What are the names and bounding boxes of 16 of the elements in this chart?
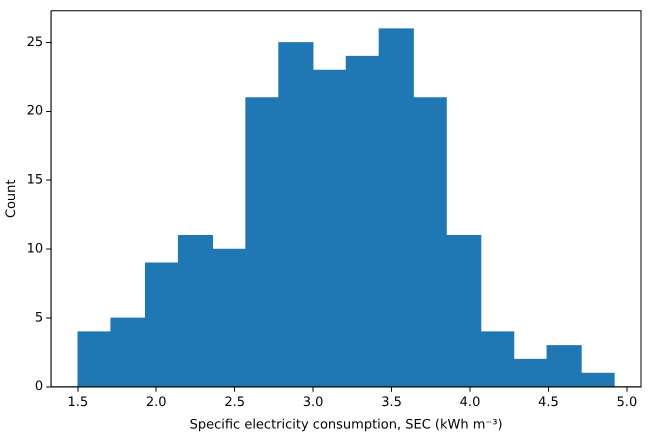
- x-tick-label: 1.5: [67, 394, 88, 410]
- y-tick-label: 0: [34, 379, 44, 394]
- x-tick-label: 3.5: [381, 394, 402, 410]
- x-tick-label: 5.0: [616, 394, 638, 410]
- y-tick-label: 25: [26, 34, 44, 50]
- y-tick-label: 10: [26, 241, 44, 256]
- x-tick-label: 2.0: [146, 394, 167, 410]
- x-tick-label: 3.0: [302, 394, 324, 410]
- y-tick-label: 20: [26, 104, 44, 119]
- x-tick-label: 4.5: [538, 394, 559, 410]
- x-tick-label: 4.0: [460, 394, 480, 410]
- x-axis-title: Specific electricity consumption, SEC (kWh m⁻³): [190, 418, 503, 433]
- y-axis-title: Count: [4, 179, 20, 218]
- y-tick-label: 15: [26, 172, 44, 188]
- y-tick-label: 5: [34, 310, 44, 326]
- x-tick-label: 2.5: [224, 394, 246, 410]
